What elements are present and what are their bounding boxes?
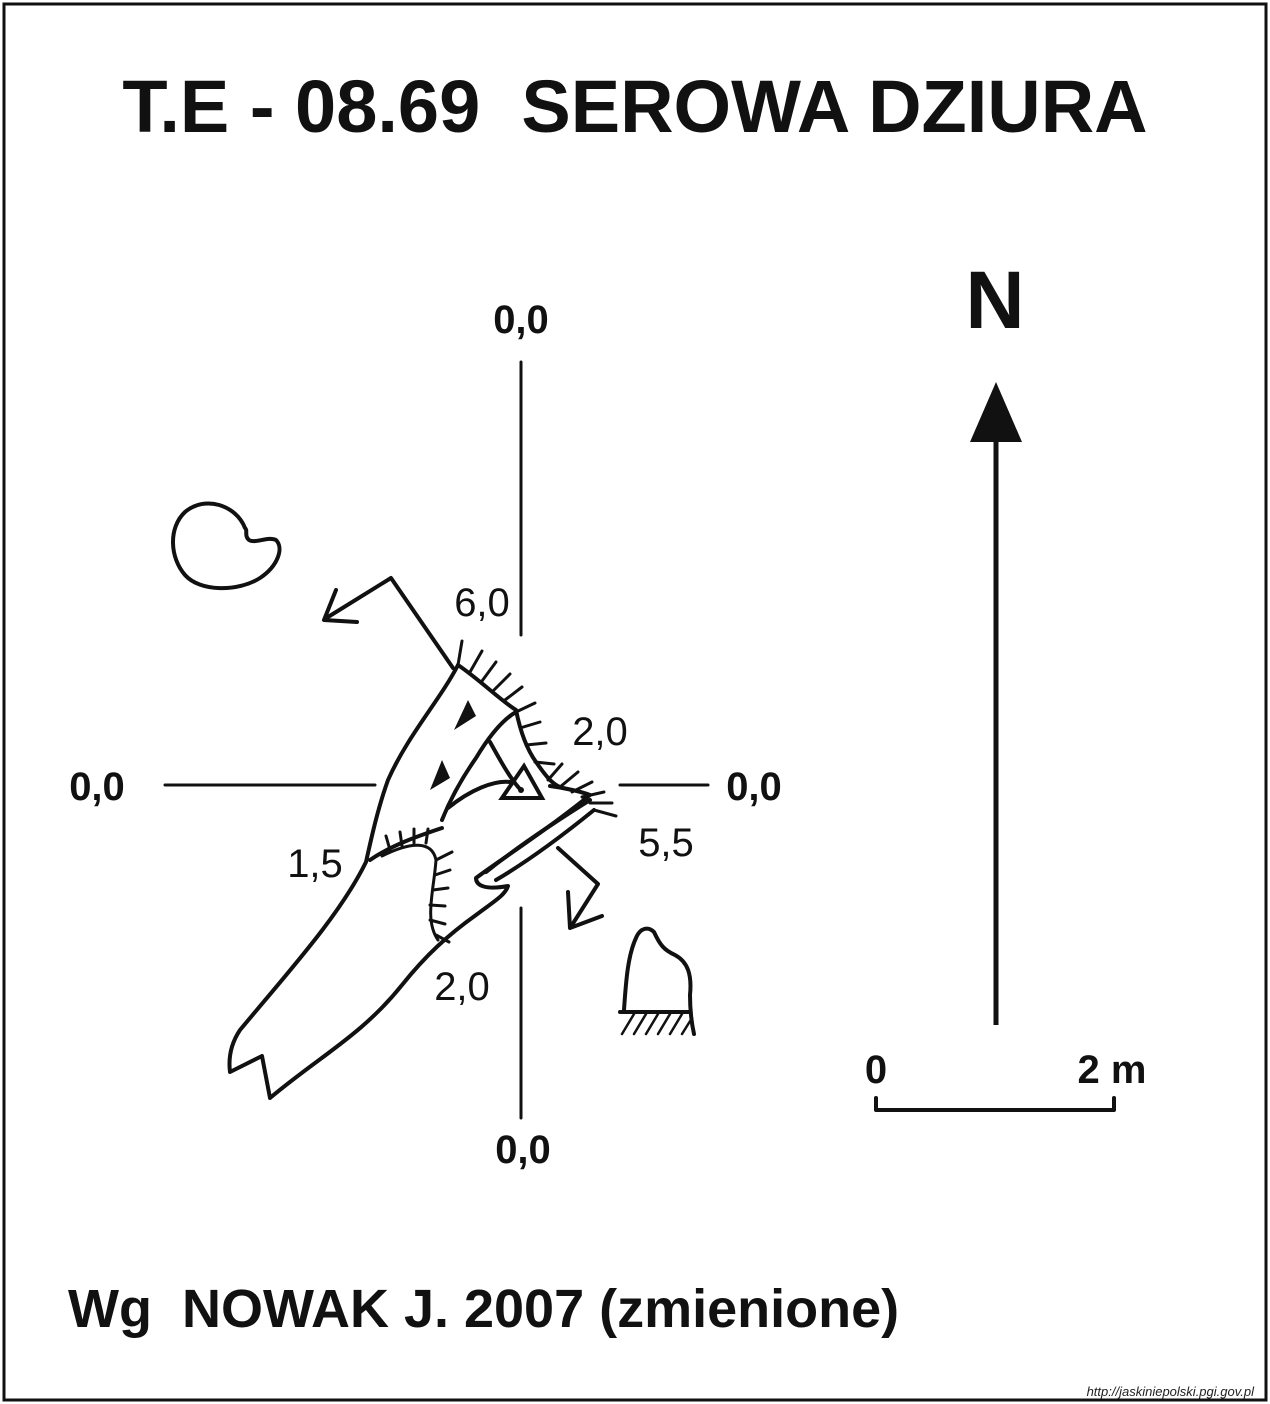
north-arrow-head [970,382,1022,442]
rock-hatching [620,1012,694,1036]
cave-outer-wall [227,663,592,1100]
scale-bar-line [874,1096,1116,1112]
depth-label-lower: 2,0 [434,965,490,1009]
entrance-arrow-southeast [556,846,604,930]
cave-inner-wall-2 [488,740,521,790]
cave-divider-line [368,826,444,862]
survey-point-dot [518,787,524,793]
cave-inner-wall-3 [446,779,512,810]
depth-label-right: 5,5 [638,821,694,865]
axis-label-top: 0,0 [493,298,549,342]
depth-label-left: 1,5 [287,842,343,886]
rubble-triangle-2 [430,760,450,790]
rock-outline [618,926,696,1036]
depth-label-middle-right: 2,0 [572,710,628,754]
axis-label-left: 0,0 [69,765,125,809]
scale-start-label: 0 [865,1048,887,1092]
reference-cross [163,360,710,1120]
north-label: N [965,255,1024,346]
scarp-hachures-right [546,762,618,818]
cave-outline [227,663,596,1100]
cave-inner-wall [440,710,518,822]
scale-bar: 0 2 m [865,1048,1147,1112]
scarp-hachures-upper [456,639,556,766]
map-title: T.E - 08.69 SEROWA DZIURA [122,65,1147,148]
author-credit: Wg NOWAK J. 2007 (zmienione) [68,1279,899,1339]
axis-label-bottom: 0,0 [495,1128,551,1172]
depth-label-upper: 6,0 [454,581,510,625]
north-arrow: N [965,255,1025,1025]
cave-upper-wall [456,663,562,789]
scale-end-label: 2 m [1078,1048,1147,1092]
rubble-triangle-1 [454,700,476,730]
cave-passage-spur-2 [494,808,596,882]
entrance-arrow-northwest [322,576,455,670]
boulder-outline [171,501,282,591]
scarp-hachures-left [380,827,454,944]
source-url: http://jaskiniepolski.pgi.gov.pl [1087,1384,1256,1399]
cave-passage-spur [484,798,592,874]
survey-point-triangle [498,762,546,800]
axis-label-right: 0,0 [726,765,782,809]
